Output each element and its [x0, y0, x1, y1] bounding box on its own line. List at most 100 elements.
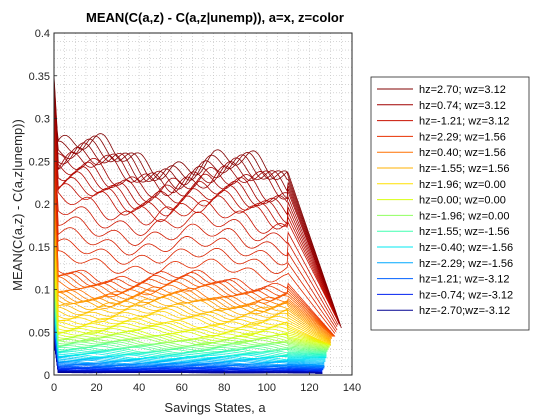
- series-line: [53, 319, 325, 367]
- legend-box: [370, 76, 530, 331]
- legend-label: hz=-2.29; wz=-1.56: [419, 258, 513, 270]
- legend-item: hz=0.00; wz=0.00: [377, 195, 506, 207]
- x-axis-ticks: 0 20 40 60 80 100 120 140: [51, 372, 361, 394]
- series-line: [53, 89, 340, 324]
- series-line: [53, 322, 325, 368]
- legend-label: hz=-0.40; wz=-1.56: [419, 242, 513, 254]
- legend-label: hz=1.55; wz=-1.56: [419, 226, 510, 238]
- y-axis-ticks: 0 0.05 0.1 0.15 0.2 0.25 0.3 0.35 0.4: [29, 28, 57, 382]
- series-line: [53, 208, 331, 341]
- series-lines: [53, 75, 342, 374]
- series-line: [53, 135, 338, 331]
- y-tick-label: 0.25: [29, 156, 50, 168]
- y-tick-label: 0.4: [35, 28, 50, 40]
- legend-label: hz=2.70; wz=3.12: [419, 84, 506, 96]
- series-line: [53, 109, 340, 324]
- legend-item: hz=1.55; wz=-1.56: [377, 226, 510, 238]
- series-line: [53, 118, 340, 324]
- series-line: [53, 141, 337, 332]
- series-line: [53, 263, 331, 346]
- series-line: [53, 191, 333, 337]
- y-tick-label: 0.15: [29, 242, 50, 254]
- series-line: [53, 146, 336, 334]
- series-group: [53, 152, 336, 337]
- legend-label: hz=2.29; wz=1.56: [419, 131, 506, 143]
- series-line: [53, 101, 340, 324]
- chart-title: MEAN(C(a,z) - C(a,z|unemp)), a=x, z=colo…: [86, 10, 344, 25]
- legend-item: hz=1.96; wz=0.00: [377, 179, 506, 191]
- series-line: [53, 330, 323, 372]
- series-line: [53, 75, 342, 329]
- legend-item: hz=-1.21; wz=3.12: [377, 116, 510, 128]
- series-line: [53, 241, 331, 345]
- legend: hz=2.70; wz=3.12 hz=0.74; wz=3.12 hz=-1.21…: [370, 76, 530, 331]
- series-line: [53, 312, 325, 363]
- legend-item: hz=2.29; wz=1.56: [377, 131, 506, 143]
- series-group: [53, 272, 331, 349]
- x-tick-label: 20: [90, 382, 102, 394]
- legend-label: hz=0.00; wz=0.00: [419, 195, 506, 207]
- x-tick-label: 80: [218, 382, 230, 394]
- x-axis-label: Savings States, a: [164, 400, 266, 415]
- series-line: [53, 286, 329, 349]
- legend-item: hz=2.70; wz=3.12: [377, 84, 506, 96]
- legend-label: hz=0.40; wz=1.56: [419, 147, 506, 159]
- plot-area: 0 20 40 60 80 100 120 140 0 0.05 0.1 0.15 0.2 0.25 0.…: [29, 28, 362, 394]
- series-group: [53, 75, 342, 329]
- series-line: [53, 181, 334, 337]
- y-axis-label: MEAN(C(a,z) - C(a,z|unemp)): [10, 119, 25, 291]
- legend-label: hz=-1.21; wz=3.12: [419, 116, 510, 128]
- series-line: [53, 203, 331, 340]
- series-line: [53, 175, 334, 337]
- y-tick-label: 0.05: [29, 327, 50, 339]
- series-line: [53, 292, 328, 352]
- series-line: [53, 84, 341, 326]
- series-line: [53, 87, 340, 324]
- x-tick-label: 0: [51, 382, 57, 394]
- y-tick-label: 0.2: [35, 199, 50, 211]
- legend-item: hz=-2.29; wz=-1.56: [377, 258, 513, 270]
- legend-label: hz=1.21; wz=-3.12: [419, 274, 510, 286]
- series-line: [53, 329, 323, 371]
- series-line: [53, 195, 333, 338]
- x-tick-label: 40: [133, 382, 145, 394]
- series-line: [53, 296, 327, 354]
- series-line: [53, 268, 331, 346]
- legend-item: hz=-1.55; wz=1.56: [377, 163, 510, 175]
- legend-label: hz=0.74; wz=3.12: [419, 100, 506, 112]
- series-line: [53, 313, 325, 364]
- series-line: [53, 339, 323, 374]
- series-line: [53, 78, 341, 326]
- series-group: [53, 323, 325, 372]
- legend-label: hz=-0.74; wz=-3.12: [419, 289, 513, 301]
- series-line: [53, 169, 335, 337]
- legend-label: hz=-2.70;wz=-3.12: [419, 305, 510, 317]
- series-line: [53, 305, 327, 359]
- series-line: [53, 129, 338, 327]
- y-tick-label: 0.1: [35, 285, 50, 297]
- legend-label: hz=-1.96; wz=0.00: [419, 210, 510, 222]
- legend-item: hz=-2.70;wz=-3.12: [377, 305, 510, 317]
- x-tick-label: 140: [343, 382, 361, 394]
- legend-item: hz=1.21; wz=-3.12: [377, 274, 510, 286]
- x-tick-label: 60: [176, 382, 188, 394]
- y-tick-label: 0.3: [35, 114, 50, 126]
- legend-label: hz=-1.55; wz=1.56: [419, 163, 510, 175]
- series-line: [53, 223, 331, 343]
- series-line: [53, 259, 331, 346]
- series-line: [53, 81, 341, 326]
- series-line: [53, 114, 340, 324]
- x-tick-label: 120: [300, 382, 318, 394]
- legend-item: hz=0.40; wz=1.56: [377, 147, 506, 159]
- y-tick-label: 0.35: [29, 71, 50, 83]
- series-line: [53, 152, 336, 337]
- legend-label: hz=1.96; wz=0.00: [419, 179, 506, 191]
- series-line: [53, 235, 331, 345]
- series-group: [53, 212, 331, 345]
- legend-item: hz=-0.40; wz=-1.56: [377, 242, 513, 254]
- x-tick-label: 100: [258, 382, 276, 394]
- y-tick-label: 0: [44, 370, 50, 382]
- legend-item: hz=-1.96; wz=0.00: [377, 210, 510, 222]
- legend-item: hz=-0.74; wz=-3.12: [377, 289, 513, 301]
